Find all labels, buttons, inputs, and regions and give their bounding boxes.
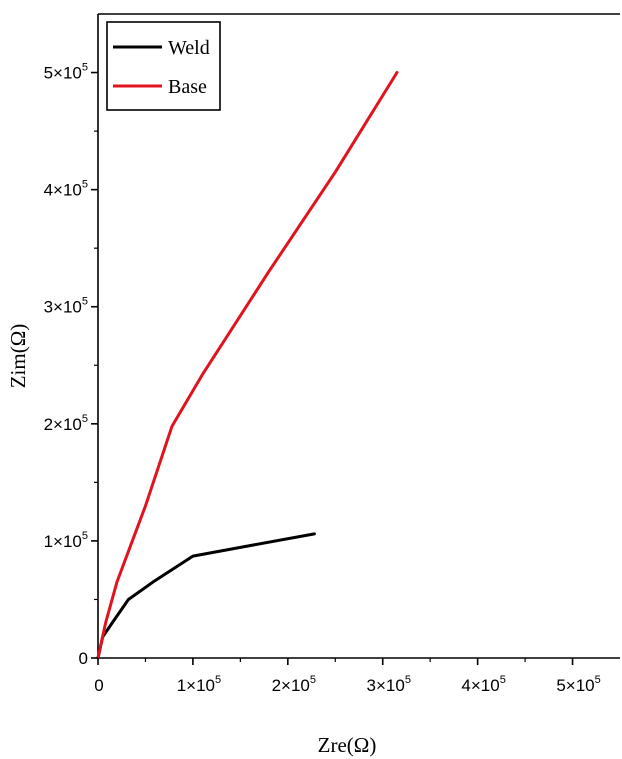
plot-area [97,13,620,659]
y-tick-label: 4×105 [44,179,88,200]
y-axis-title: Zim(Ω) [6,324,30,389]
x-tick-label: 1×105 [177,674,221,695]
series-layer [96,71,399,660]
legend-label-base: Base [168,76,207,98]
legend-box [106,21,221,111]
y-tick-label: 2×105 [44,413,88,434]
y-tick-label: 5×105 [44,62,88,83]
legend: Weld Base [106,21,221,111]
x-tick-label: 0 [94,676,103,695]
x-axis-title: Zre(Ω) [318,733,377,757]
x-tick-label: 3×105 [367,674,411,695]
y-tick-label: 3×105 [44,296,88,317]
y-tick-label: 1×105 [44,530,88,551]
x-axis: 0 1×105 2×105 3×105 4×105 5×105 [94,658,601,695]
y-axis: 0 1×105 2×105 3×105 4×105 5×105 [44,62,98,668]
x-tick-label: 4×105 [461,674,505,695]
legend-label-weld: Weld [168,37,210,59]
series-line-weld [96,532,316,660]
y-tick-label: 0 [79,649,88,668]
series-line-base [96,71,399,660]
x-tick-label: 2×105 [272,674,316,695]
x-tick-label: 5×105 [556,674,600,695]
